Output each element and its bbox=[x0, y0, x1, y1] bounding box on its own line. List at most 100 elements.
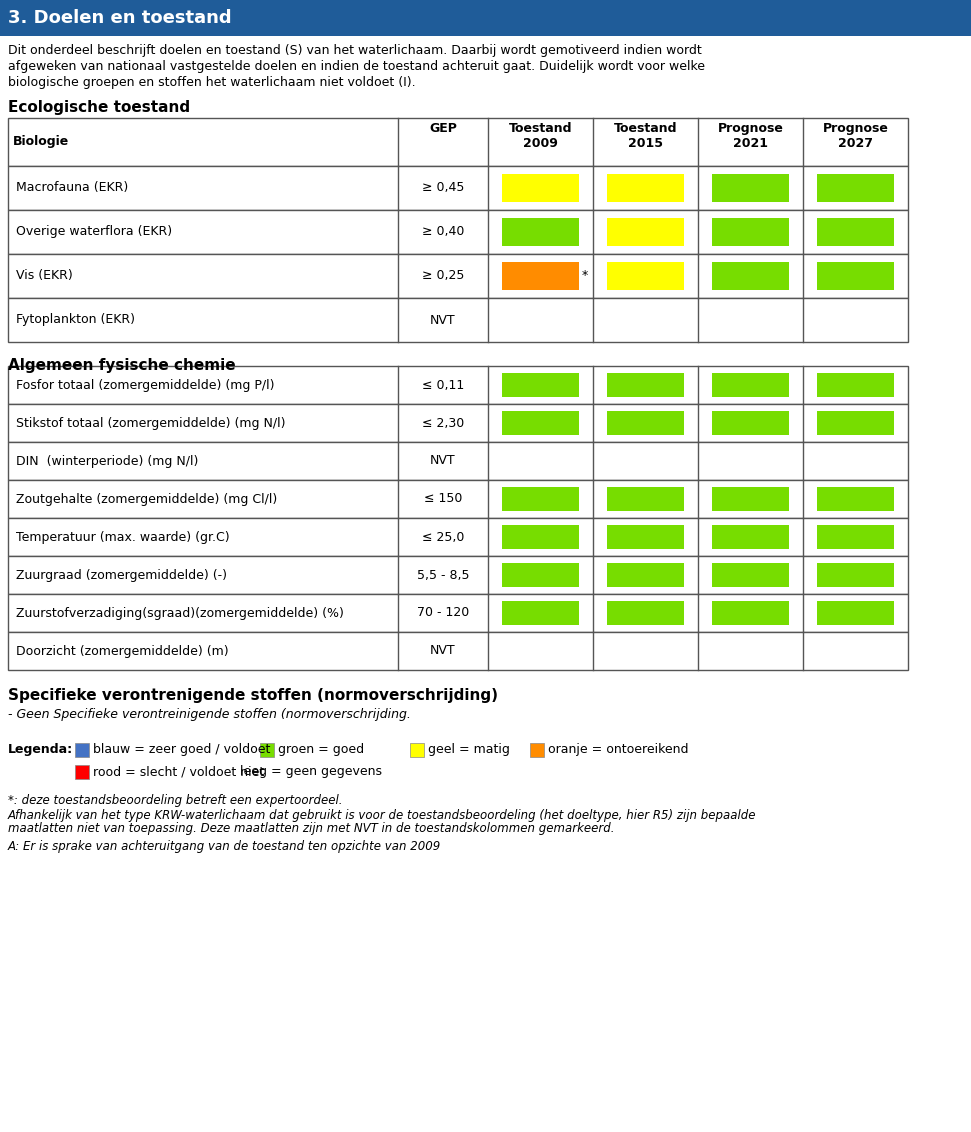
Text: blauw = zeer goed / voldoet: blauw = zeer goed / voldoet bbox=[93, 744, 270, 756]
Bar bbox=[607, 487, 684, 511]
Bar bbox=[8, 298, 908, 342]
Bar bbox=[607, 601, 684, 625]
Bar bbox=[502, 218, 579, 246]
Text: - Geen Specifieke verontreinigende stoffen (normoverschrijding.: - Geen Specifieke verontreinigende stoff… bbox=[8, 708, 411, 721]
Bar bbox=[607, 261, 684, 290]
Bar bbox=[8, 480, 908, 518]
Text: ≤ 25,0: ≤ 25,0 bbox=[421, 531, 464, 543]
Bar bbox=[8, 211, 908, 254]
Text: biologische groepen en stoffen het waterlichaam niet voldoet (I).: biologische groepen en stoffen het water… bbox=[8, 76, 416, 89]
Text: ≤ 150: ≤ 150 bbox=[423, 492, 462, 506]
Bar bbox=[817, 174, 894, 201]
Text: rood = slecht / voldoet niet: rood = slecht / voldoet niet bbox=[93, 765, 264, 779]
Text: Specifieke verontrenigende stoffen (normoverschrijding): Specifieke verontrenigende stoffen (norm… bbox=[8, 688, 498, 703]
Bar bbox=[8, 632, 908, 670]
Text: geel = matig: geel = matig bbox=[428, 744, 510, 756]
Text: GEP: GEP bbox=[429, 122, 457, 135]
Bar bbox=[8, 594, 908, 632]
Text: ≤ 0,11: ≤ 0,11 bbox=[421, 378, 464, 392]
Text: 70 - 120: 70 - 120 bbox=[417, 607, 469, 619]
Text: Macrofauna (EKR): Macrofauna (EKR) bbox=[16, 181, 128, 195]
Bar bbox=[8, 518, 908, 556]
Bar bbox=[817, 218, 894, 246]
Bar bbox=[712, 525, 789, 549]
Bar bbox=[8, 166, 908, 211]
Text: Zuurgraad (zomergemiddelde) (-): Zuurgraad (zomergemiddelde) (-) bbox=[16, 568, 227, 582]
Bar bbox=[607, 218, 684, 246]
Text: NVT: NVT bbox=[430, 644, 455, 658]
Bar bbox=[817, 411, 894, 435]
Text: 3. Doelen en toestand: 3. Doelen en toestand bbox=[8, 9, 232, 27]
Text: Overige waterflora (EKR): Overige waterflora (EKR) bbox=[16, 225, 172, 239]
Text: Dit onderdeel beschrijft doelen en toestand (S) van het waterlichaam. Daarbij wo: Dit onderdeel beschrijft doelen en toest… bbox=[8, 44, 702, 57]
Bar bbox=[502, 261, 579, 290]
Text: Zuurstofverzadiging(sgraad)(zomergemiddelde) (%): Zuurstofverzadiging(sgraad)(zomergemidde… bbox=[16, 607, 344, 619]
Bar bbox=[607, 563, 684, 588]
Text: oranje = ontoereikend: oranje = ontoereikend bbox=[548, 744, 688, 756]
Bar bbox=[817, 563, 894, 588]
Bar bbox=[502, 374, 579, 397]
Text: Toestand
2009: Toestand 2009 bbox=[509, 122, 572, 151]
Text: ≥ 0,25: ≥ 0,25 bbox=[421, 269, 464, 283]
Bar bbox=[260, 743, 274, 757]
Bar bbox=[712, 261, 789, 290]
Bar bbox=[8, 556, 908, 594]
Bar bbox=[817, 601, 894, 625]
Bar bbox=[817, 374, 894, 397]
Text: Ecologische toestand: Ecologische toestand bbox=[8, 100, 190, 115]
Bar bbox=[75, 743, 89, 757]
Text: Biologie: Biologie bbox=[13, 136, 69, 148]
Bar bbox=[712, 563, 789, 588]
Text: ≤ 2,30: ≤ 2,30 bbox=[421, 417, 464, 429]
Text: ≥ 0,40: ≥ 0,40 bbox=[421, 225, 464, 239]
Bar bbox=[8, 118, 908, 166]
Bar bbox=[502, 411, 579, 435]
Bar bbox=[410, 743, 424, 757]
Text: Vis (EKR): Vis (EKR) bbox=[16, 269, 73, 283]
Bar bbox=[502, 174, 579, 201]
Bar bbox=[502, 487, 579, 511]
Text: 5,5 - 8,5: 5,5 - 8,5 bbox=[417, 568, 469, 582]
Text: Stikstof totaal (zomergemiddelde) (mg N/l): Stikstof totaal (zomergemiddelde) (mg N/… bbox=[16, 417, 285, 429]
Bar bbox=[712, 601, 789, 625]
Bar bbox=[817, 525, 894, 549]
Text: Prognose
2021: Prognose 2021 bbox=[718, 122, 784, 151]
Text: Temperatuur (max. waarde) (gr.C): Temperatuur (max. waarde) (gr.C) bbox=[16, 531, 229, 543]
Text: Zoutgehalte (zomergemiddelde) (mg Cl/l): Zoutgehalte (zomergemiddelde) (mg Cl/l) bbox=[16, 492, 278, 506]
Text: Toestand
2015: Toestand 2015 bbox=[614, 122, 677, 151]
Text: DIN  (winterperiode) (mg N/l): DIN (winterperiode) (mg N/l) bbox=[16, 455, 198, 468]
Text: Afhankelijk van het type KRW-waterlichaam dat gebruikt is voor de toestandsbeoor: Afhankelijk van het type KRW-waterlichaa… bbox=[8, 809, 756, 822]
Bar bbox=[607, 411, 684, 435]
Text: A: Er is sprake van achteruitgang van de toestand ten opzichte van 2009: A: Er is sprake van achteruitgang van de… bbox=[8, 840, 441, 854]
Text: maatlatten niet van toepassing. Deze maatlatten zijn met NVT in de toestandskolo: maatlatten niet van toepassing. Deze maa… bbox=[8, 822, 615, 835]
Bar bbox=[502, 563, 579, 588]
Bar bbox=[75, 765, 89, 779]
Text: leeg = geen gegevens: leeg = geen gegevens bbox=[240, 765, 382, 779]
Text: Legenda:: Legenda: bbox=[8, 743, 73, 756]
Bar bbox=[502, 601, 579, 625]
Text: ≥ 0,45: ≥ 0,45 bbox=[421, 181, 464, 195]
Bar bbox=[712, 411, 789, 435]
Text: Doorzicht (zomergemiddelde) (m): Doorzicht (zomergemiddelde) (m) bbox=[16, 644, 228, 658]
Text: *: * bbox=[582, 269, 588, 283]
Bar bbox=[8, 366, 908, 404]
Bar bbox=[8, 254, 908, 298]
Bar bbox=[712, 374, 789, 397]
Bar bbox=[530, 743, 544, 757]
Bar bbox=[607, 174, 684, 201]
Bar bbox=[607, 374, 684, 397]
Bar bbox=[712, 174, 789, 201]
Text: afgeweken van nationaal vastgestelde doelen en indien de toestand achteruit gaat: afgeweken van nationaal vastgestelde doe… bbox=[8, 60, 705, 72]
Bar bbox=[712, 218, 789, 246]
Text: Fosfor totaal (zomergemiddelde) (mg P/l): Fosfor totaal (zomergemiddelde) (mg P/l) bbox=[16, 378, 275, 392]
Bar bbox=[8, 404, 908, 441]
Text: Prognose
2027: Prognose 2027 bbox=[822, 122, 888, 151]
Bar bbox=[502, 525, 579, 549]
Bar bbox=[817, 487, 894, 511]
Text: Fytoplankton (EKR): Fytoplankton (EKR) bbox=[16, 314, 135, 326]
Bar bbox=[0, 0, 971, 36]
Text: groen = goed: groen = goed bbox=[278, 744, 364, 756]
Text: NVT: NVT bbox=[430, 455, 455, 468]
Bar bbox=[607, 525, 684, 549]
Text: *: deze toestandsbeoordeling betreft een expertoordeel.: *: deze toestandsbeoordeling betreft een… bbox=[8, 794, 343, 807]
